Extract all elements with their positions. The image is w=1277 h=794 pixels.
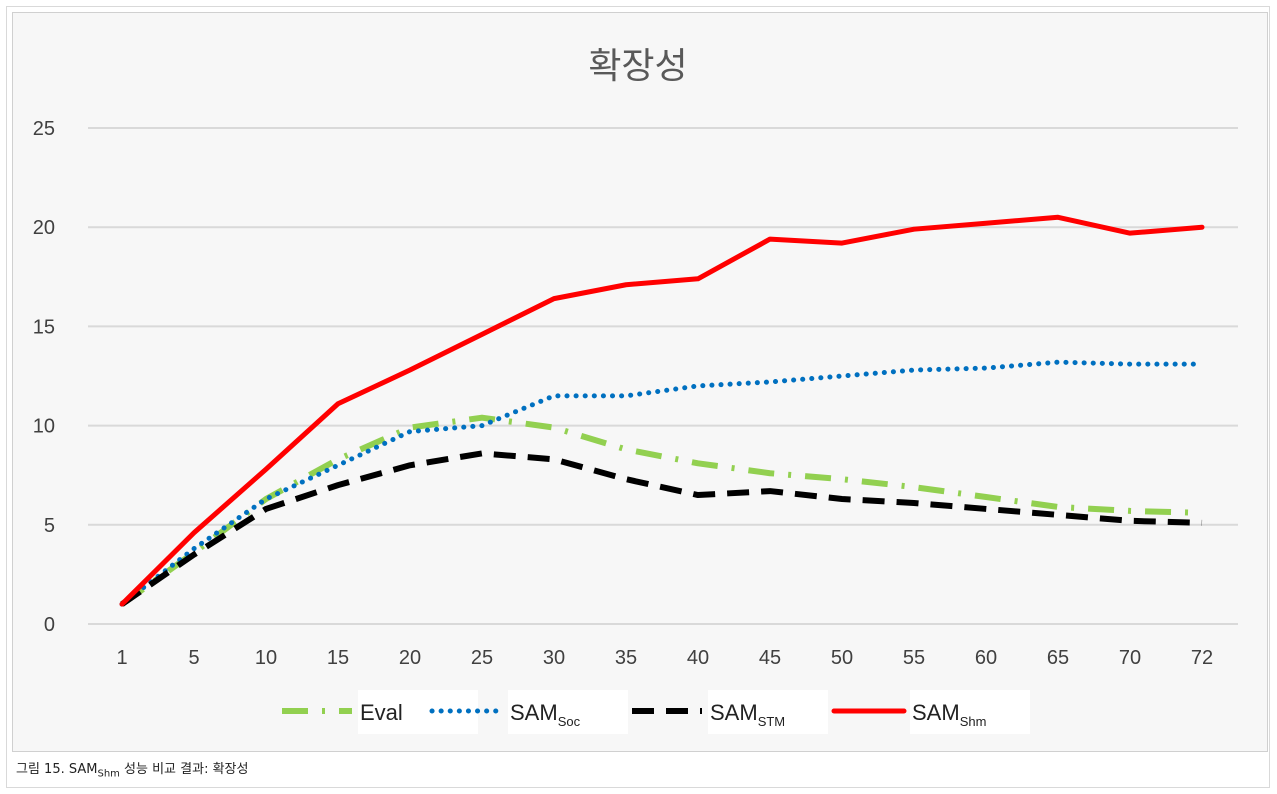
legend: Eval SAMSoc SAMSTM SAMShm (282, 690, 1030, 734)
caption-prefix: 그림 15. SAM (16, 762, 98, 777)
x-tick-label: 65 (1047, 647, 1069, 669)
y-tick-label: 20 (33, 217, 55, 239)
chart-area (12, 12, 1268, 752)
x-tick-label: 10 (255, 647, 277, 669)
legend-label-box (508, 690, 628, 734)
series-line-samsoc (119, 359, 1205, 607)
series-lines (119, 214, 1205, 607)
legend-label-subscript: Shm (960, 714, 987, 729)
x-tick-label: 20 (399, 647, 421, 669)
caption-subscript: Shm (97, 768, 120, 780)
series-line-samshm (119, 214, 1205, 607)
legend-label: Eval (360, 700, 403, 725)
chart-title: 확장성 (588, 46, 687, 87)
y-tick-label: 10 (33, 416, 55, 438)
legend-label-box (708, 690, 828, 734)
x-axis-ticks: 1 5 10 15 20 25 30 35 40 45 50 55 60 65 70 72 (116, 647, 1213, 669)
y-tick-label: 0 (44, 614, 55, 636)
legend-label-subscript: STM (758, 714, 785, 729)
gridlines (88, 127, 1238, 625)
legend-label-box (910, 690, 1030, 734)
x-tick-label: 15 (327, 647, 349, 669)
x-tick-label: 70 (1119, 647, 1141, 669)
x-tick-label: 55 (903, 647, 925, 669)
y-tick-label: 5 (44, 515, 55, 537)
figure-caption: 그림 15. SAMShm 성능 비교 결과: 확장성 (16, 758, 248, 780)
x-tick-label: 40 (687, 647, 709, 669)
x-tick-label: 1 (116, 647, 127, 669)
x-tick-label: 35 (615, 647, 637, 669)
x-tick-label: 72 (1191, 647, 1213, 669)
x-tick-label: 30 (543, 647, 565, 669)
y-tick-label: 15 (33, 316, 55, 338)
x-tick-label: 25 (471, 647, 493, 669)
x-tick-label: 60 (975, 647, 997, 669)
x-tick-label: 45 (759, 647, 781, 669)
y-axis-ticks: 0 5 10 15 20 25 (33, 118, 55, 636)
x-tick-label: 50 (831, 647, 853, 669)
y-tick-label: 25 (33, 118, 55, 140)
caption-suffix: 성능 비교 결과: 확장성 (119, 762, 249, 777)
series-line-samstm (120, 450, 1203, 607)
x-tick-label: 5 (188, 647, 199, 669)
legend-label-subscript: Soc (558, 714, 581, 729)
